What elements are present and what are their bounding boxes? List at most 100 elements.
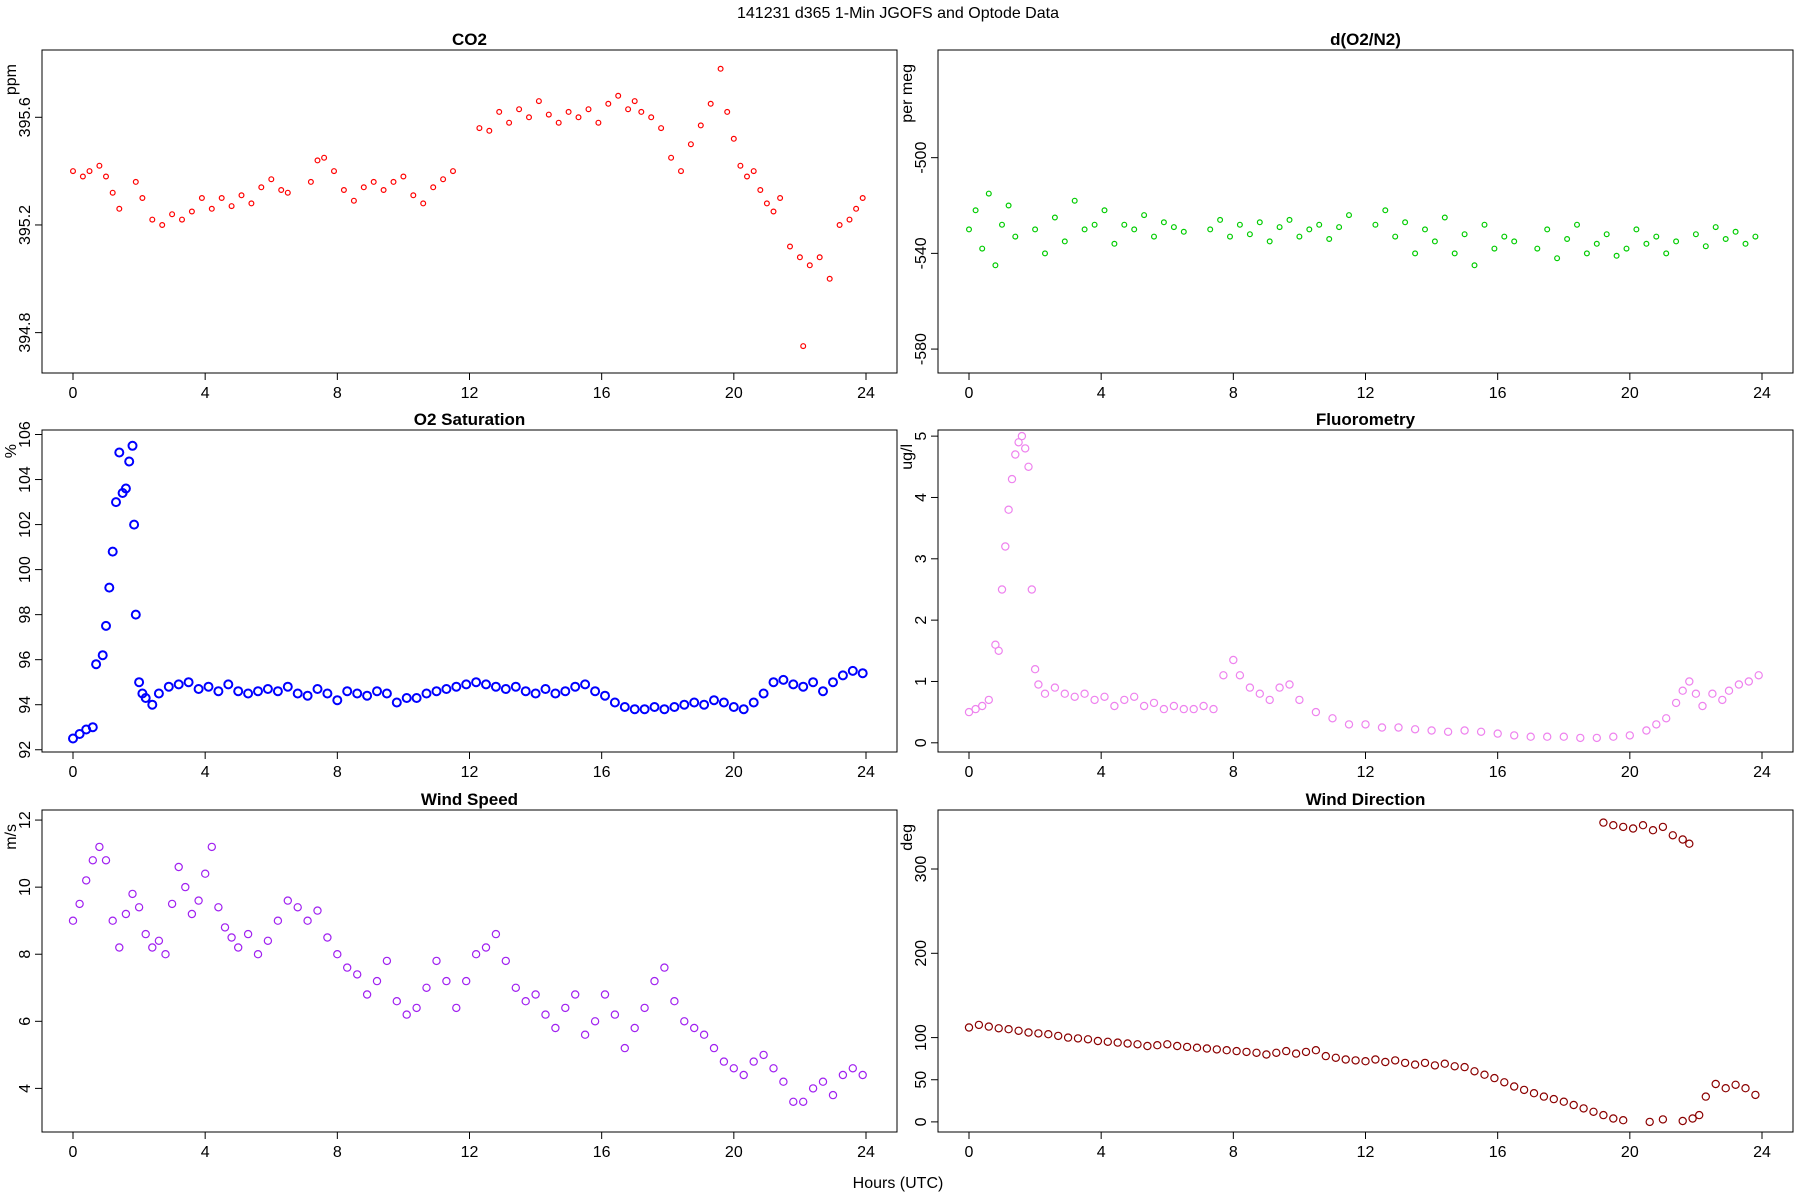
do2n2-xtick-label: 24 [1753,385,1771,402]
o2sat-point [272,686,283,697]
fluor-point [997,585,1007,594]
o2sat-point [837,670,848,681]
o2sat-points [68,440,868,744]
o2sat-ytick-label: 104 [17,466,34,493]
wspd-point [462,976,471,986]
do2n2-point [1441,214,1448,221]
wspd-point [620,1043,630,1053]
fluor-point [1671,698,1681,708]
o2sat-point [530,688,541,699]
wdir-point [1589,1107,1598,1117]
wdir-point [1694,1110,1704,1120]
figure-title: 141231 d365 1-Min JGOFS and Optode Data [737,5,1059,22]
fluor-point [1460,726,1469,735]
co2-point [496,108,503,115]
wspd-points [68,842,867,1107]
fluor-point [1060,689,1070,698]
wdir-point [1648,826,1658,835]
o2sat-point [659,704,670,715]
do2n2-point [998,221,1005,228]
wspd-point [293,903,302,912]
o2sat-point [798,681,809,692]
fluor-ytick-label: 5 [913,432,930,441]
fluor-point [1275,683,1284,692]
co2-point [450,168,457,175]
co2-xtick-label: 4 [201,385,210,402]
wdir-point [1685,839,1694,848]
wspd-point [148,943,157,952]
wspd-point [200,869,210,878]
fluor-point [1169,701,1179,711]
do2n2-xtick-label: 12 [1357,385,1375,402]
co2-point [668,154,675,161]
wspd-point [161,950,170,959]
wdir-point [1371,1055,1380,1064]
wspd-point [412,1003,421,1013]
do2n2-point [1421,226,1428,233]
o2sat-point [550,688,561,699]
wspd-point [422,983,431,993]
co2-point [102,173,109,180]
wspd-ytick-label: 6 [17,1017,34,1026]
wspd-point [779,1077,788,1086]
o2sat-point [104,582,115,593]
o2sat-point [758,688,769,699]
fluor-point [1625,731,1635,740]
co2-point [208,205,215,212]
o2sat-point [461,679,472,690]
co2-point [96,162,103,169]
wdir-point [1410,1060,1420,1069]
do2n2-point [1316,221,1323,228]
wdir-point [1321,1051,1331,1061]
co2-point [724,108,731,115]
wdir-point [974,1020,984,1030]
o2sat-point [362,690,373,701]
co2-frame [41,49,898,374]
fluor-point [1311,707,1321,717]
do2n2-point [1511,238,1518,245]
wspd-frame [41,809,898,1133]
do2n2-point [1573,221,1580,228]
wdir-point [1658,822,1668,832]
fluor-xtick-label: 12 [1357,764,1375,781]
do2n2-point [1603,231,1610,238]
panel-wdir: Wind Direction deg 0 4 8 12 16 20 24 0 50 100 200 300 [899,790,1794,1161]
wspd-point [372,976,382,986]
wspd-point [283,896,292,905]
wspd-point [88,856,98,865]
do2n2-point [1236,221,1243,228]
wdir-point [1212,1045,1222,1054]
co2-point [816,254,823,261]
do2n2-point [1752,233,1759,240]
co2-point [565,108,572,115]
co2-point [853,205,860,212]
o2sat-point [847,665,858,676]
o2sat-point [490,681,501,692]
o2sat-point [609,697,620,708]
fluor-xtick-label: 20 [1621,764,1639,781]
fluor-point [1040,689,1050,698]
wspd-point [333,950,342,959]
wdir-point [964,1023,974,1032]
wdir-point [1252,1048,1261,1058]
wspd-point [739,1070,748,1080]
wspd-point [134,903,144,912]
co2-point [86,168,93,175]
wspd-point [187,909,197,919]
co2-point [535,98,542,105]
o2sat-point [322,688,333,699]
do2n2-point [1345,212,1352,219]
o2sat-point [421,688,432,699]
co2-point [516,106,523,113]
do2n2-point [1451,250,1458,257]
wspd-point [808,1084,818,1093]
o2sat-point [857,668,868,679]
wspd-point [690,1023,699,1033]
do2n2-point [1091,221,1098,228]
do2n2-xtick-label: 20 [1621,385,1639,402]
co2-point [116,205,123,212]
do2n2-point [1061,238,1068,245]
o2sat-point [173,679,184,690]
o2sat-point [140,693,151,703]
co2-point [179,216,186,223]
